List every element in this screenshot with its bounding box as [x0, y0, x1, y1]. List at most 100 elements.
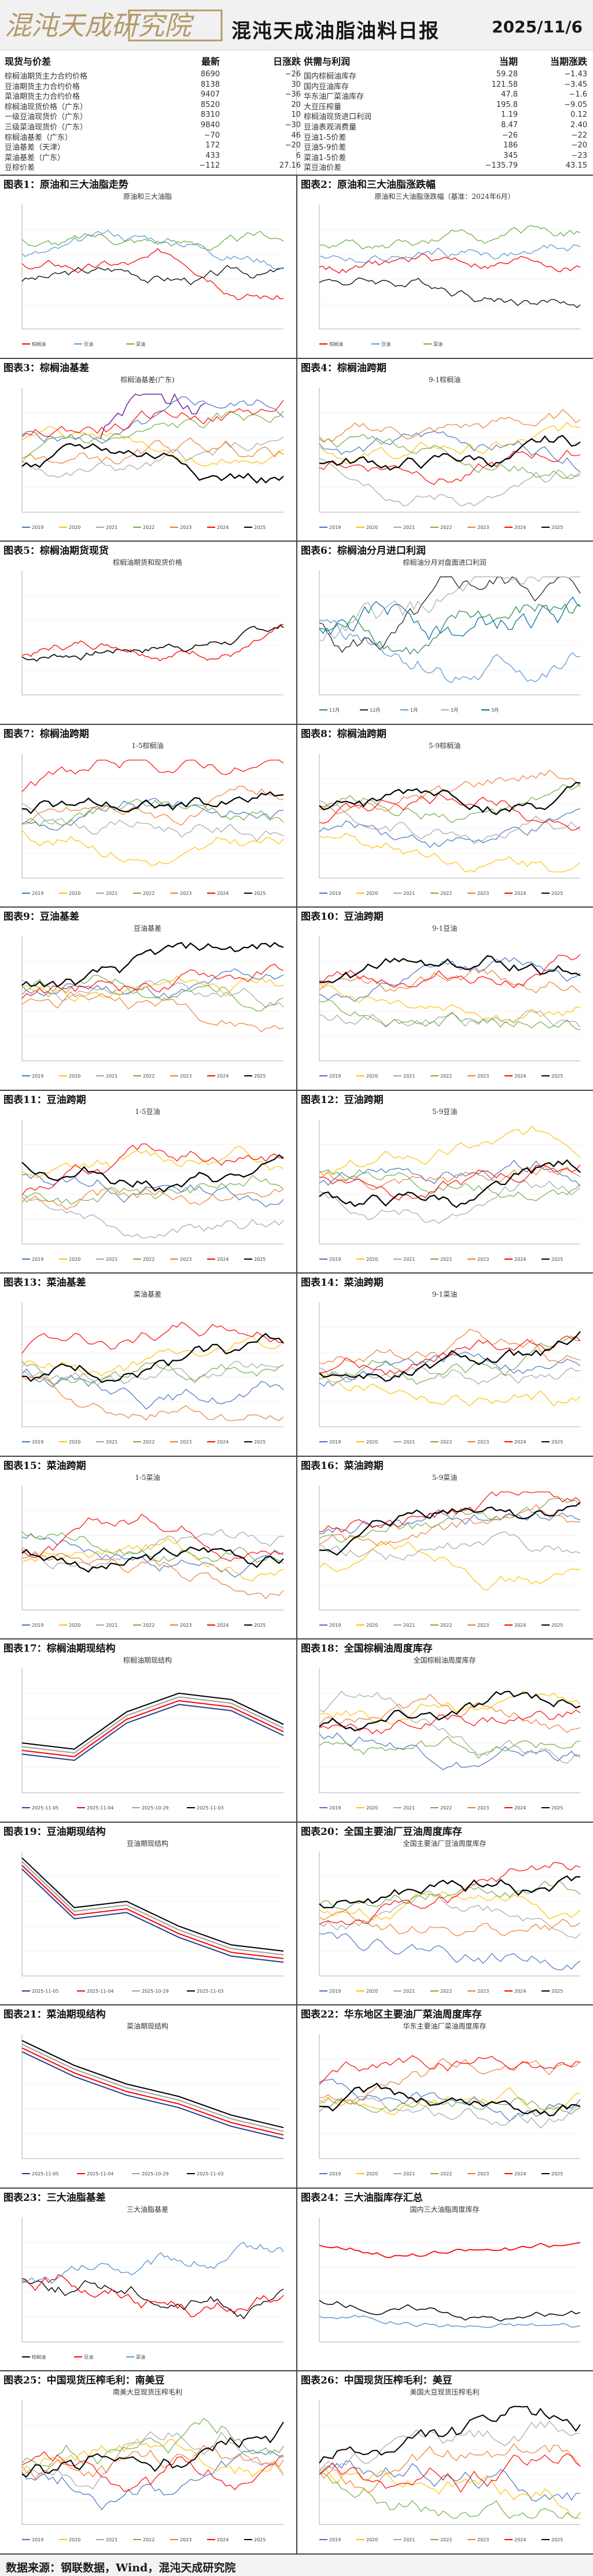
table-cell: −20 — [571, 141, 587, 150]
chart-14: 9-1菜油 2019 2020 2021 2022 2023 2024 2025 — [319, 1290, 581, 1445]
series-2021 — [319, 1531, 581, 1561]
series-2019 — [21, 968, 284, 998]
legend-label: 2025 — [254, 1623, 266, 1628]
legend-label: 2024 — [217, 1074, 229, 1079]
series-2023 — [21, 1376, 284, 1421]
chart-12: 5-9豆油 2019 2020 2021 2022 2023 2024 2025 — [319, 1108, 581, 1262]
series-2020 — [319, 2466, 580, 2519]
legend-label: 2021 — [106, 525, 117, 530]
legend-label: 2019 — [329, 1439, 341, 1445]
table-row: 豆油期货主力合约价格 8138 30国内豆油库存 121.58 −3.45 — [0, 80, 593, 91]
series-2020 — [319, 1126, 581, 1179]
chart-title: 5-9豆油 — [432, 1108, 457, 1116]
legend-label: 12月 — [370, 708, 380, 713]
series-棕榈油 — [21, 2278, 284, 2319]
legend-label: 2022 — [440, 1989, 452, 1994]
chart-title: 9-1豆油 — [432, 924, 457, 932]
table-cell: 豆油期货主力合约价格 — [5, 82, 80, 91]
series-2025 — [319, 1331, 581, 1382]
series-2020 — [319, 1372, 581, 1407]
legend-label: 2022 — [143, 1257, 154, 1262]
legend-label: 2024 — [217, 2537, 229, 2542]
series-2019 — [319, 1509, 581, 1535]
table-cell: 国内棕榈油库存 — [304, 72, 357, 81]
table-cell: 豆油表观消费量 — [304, 123, 357, 132]
series-0 — [21, 265, 284, 286]
chart-8: 5-9棕榈油 2019 2020 2021 2022 2023 2024 2025 — [319, 741, 581, 896]
figure-label-18: 图表18：全国棕榈油周度库存 — [301, 1640, 433, 1655]
series-2024 — [319, 449, 581, 486]
legend-label: 2025 — [551, 1989, 563, 1994]
series-2023 — [21, 1552, 284, 1600]
series-12月 — [319, 576, 581, 653]
table-cell: 43.15 — [565, 161, 587, 171]
chart-title: 豆油期现结构 — [127, 1839, 168, 1848]
table-cell: 菜油1-5价差 — [304, 153, 347, 162]
legend-label: 2021 — [403, 2537, 415, 2542]
chart-17: 棕榈油期现结构 2025-11-05 2025-11-04 2025-10-29 202… — [21, 1656, 284, 1811]
legend-label: 2025-11-05 — [32, 1989, 59, 1994]
legend-label: 2022 — [440, 525, 452, 530]
chart-7: 1-5棕榈油 2019 2020 2021 2022 2023 2024 2025 — [21, 741, 284, 896]
chart-title: 9-1菜油 — [432, 1290, 457, 1298]
series-2023 — [319, 967, 581, 994]
series-2020 — [21, 830, 284, 866]
column-header: 日涨跌 — [272, 56, 301, 67]
series-2020 — [21, 2438, 284, 2478]
legend-label: 2023 — [477, 1074, 489, 1079]
legend-label: 菜油 — [136, 341, 145, 347]
chart-16: 5-9菜油 2019 2020 2021 2022 2023 2024 2025 — [319, 1474, 581, 1628]
structure-line-3 — [21, 1692, 284, 1750]
chart-13: 菜油基差 2019 2020 2021 2022 2023 2024 2025 — [21, 1290, 284, 1445]
series-2025 — [21, 942, 284, 988]
series-2025 — [21, 1333, 284, 1383]
table-cell: 433 — [205, 151, 220, 160]
series-2024 — [21, 399, 284, 438]
series-2021 — [319, 800, 581, 845]
chart-4: 9-1棕榈油 2019 2020 2021 2022 2023 2024 2025 — [319, 375, 581, 530]
figure-label-25: 图表25：中国现货压榨毛利：南美豆 — [3, 2372, 165, 2386]
series-2023 — [21, 2445, 284, 2480]
legend-label: 2025 — [551, 1623, 563, 1628]
table-cell: 345 — [503, 151, 518, 160]
legend-label: 2021 — [403, 1989, 415, 1994]
table-cell: −9.05 — [564, 100, 587, 109]
legend-label: 2024 — [217, 1257, 229, 1262]
table-cell: −70 — [204, 131, 220, 140]
table-cell: 59.28 — [496, 70, 518, 79]
series-2019 — [319, 431, 581, 472]
legend-label: 2022 — [440, 891, 452, 896]
legend-label: 2024 — [514, 1074, 526, 1079]
series-2023 — [319, 409, 581, 442]
table-cell: 8690 — [200, 70, 220, 79]
series-2022 — [319, 999, 581, 1031]
legend-label: 2024 — [514, 1257, 526, 1262]
legend-label: 棕榈油 — [32, 341, 46, 347]
series-2025 — [21, 791, 284, 815]
summary-table: 现货与价差 最新 日涨跌 供需与利润 当期 当期涨跌 棕榈油期货主力合约价格 8690 −26 国… — [0, 50, 593, 175]
table-cell: −3.45 — [564, 80, 587, 89]
series-2023 — [21, 991, 284, 1032]
legend-label: 2020 — [69, 525, 80, 530]
series-2025 — [319, 435, 581, 471]
series-2021 — [319, 1010, 581, 1028]
legend-label: 2019 — [32, 891, 43, 896]
legend-label: 2019 — [329, 1074, 341, 1079]
series-2025 — [319, 1501, 581, 1556]
legend-label: 2025 — [551, 1805, 563, 1811]
legend-label: 2021 — [403, 1623, 415, 1628]
legend-label: 菜油 — [433, 341, 443, 347]
legend-label: 2024 — [514, 2537, 526, 2542]
legend-label: 2025 — [551, 2171, 563, 2177]
series-1 — [21, 248, 284, 300]
table-cell: 菜油基差（广东） — [5, 153, 65, 162]
legend-label: 2019 — [32, 1074, 43, 1079]
legend-label: 2023 — [477, 525, 489, 530]
legend-label: 2025 — [551, 891, 563, 896]
series-2025 — [21, 443, 284, 484]
structure-line-2 — [21, 2044, 284, 2132]
series-2023 — [319, 1694, 581, 1733]
table-cell: 国内豆油库存 — [304, 82, 349, 91]
legend-label: 2024 — [217, 525, 229, 530]
